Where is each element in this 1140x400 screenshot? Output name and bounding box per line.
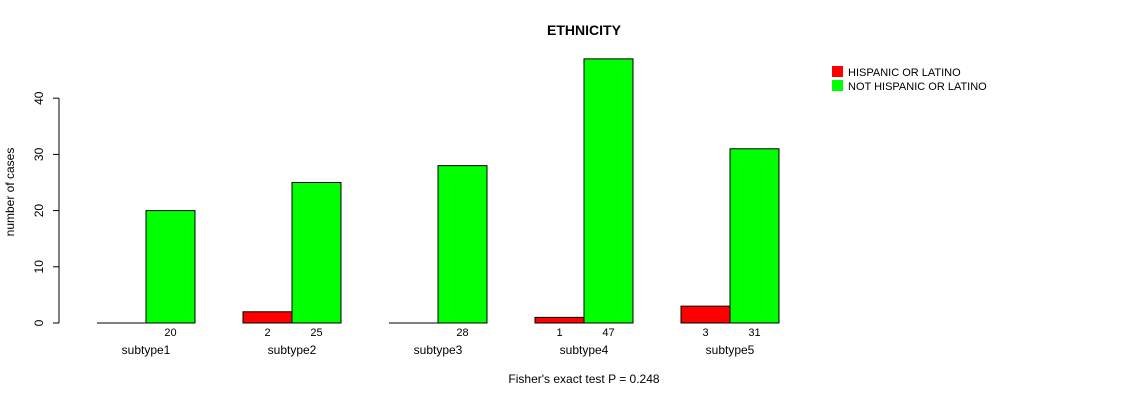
- category-label: subtype2: [268, 343, 317, 357]
- y-tick-label: 40: [32, 91, 46, 105]
- bar-data-label: 3: [702, 327, 708, 339]
- category-label: subtype4: [560, 343, 609, 357]
- legend-label: HISPANIC OR LATINO: [848, 67, 961, 79]
- bar: [145, 210, 196, 324]
- chart-title: ETHNICITY: [547, 22, 622, 38]
- x-axis-label: Fisher's exact test P = 0.248: [508, 372, 659, 386]
- bars: 20 2 25 28 1 47 3 31: [97, 58, 780, 339]
- legend-swatch: [832, 80, 843, 91]
- bar: [534, 316, 585, 324]
- y-axis: 0 10 20 30 40: [32, 91, 60, 326]
- bar: [680, 305, 731, 324]
- bar-data-label: 2: [264, 327, 270, 339]
- bar: [291, 182, 342, 324]
- bar-data-label: 20: [164, 327, 176, 339]
- category-label: subtype5: [706, 343, 755, 357]
- bar: [242, 311, 293, 324]
- bar-data-label: 28: [456, 327, 468, 339]
- category-labels: subtype1 subtype2 subtype3 subtype4 subtype5: [122, 343, 755, 357]
- legend: HISPANIC OR LATINO NOT HISPANIC OR LATINO: [832, 66, 987, 93]
- y-tick-label: 30: [32, 147, 46, 161]
- y-tick-label: 20: [32, 204, 46, 218]
- bar: [583, 58, 634, 324]
- y-tick-label: 10: [32, 260, 46, 274]
- bar: [437, 165, 488, 324]
- category-label: subtype1: [122, 343, 171, 357]
- legend-swatch: [832, 66, 843, 77]
- category-label: subtype3: [414, 343, 463, 357]
- bar-data-label: 1: [556, 327, 562, 339]
- y-tick-label: 0: [32, 319, 46, 326]
- bar-data-label: 31: [748, 327, 760, 339]
- bar-data-label: 25: [310, 327, 322, 339]
- bar: [729, 148, 780, 324]
- y-axis-label: number of cases: [3, 148, 17, 237]
- bar-data-label: 47: [602, 327, 614, 339]
- legend-label: NOT HISPANIC OR LATINO: [848, 81, 987, 93]
